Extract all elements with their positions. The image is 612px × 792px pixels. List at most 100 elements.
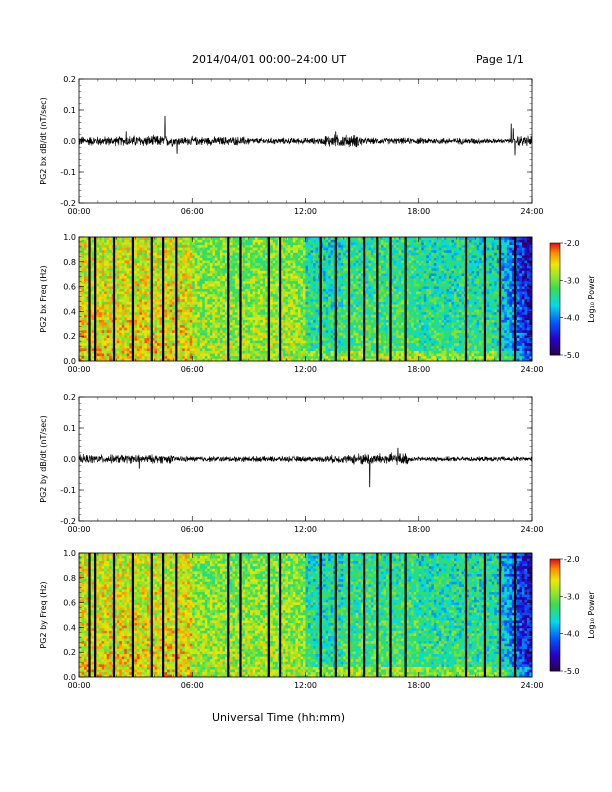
spectrogram-cell (146, 353, 150, 357)
spectrogram-cell (177, 306, 180, 310)
spectrogram-cell (217, 345, 221, 349)
spectrogram-cell (99, 301, 102, 305)
spectrogram-cell (265, 353, 269, 357)
spectrogram-cell (230, 317, 233, 320)
spectrogram-cell (247, 265, 251, 269)
spectrogram-cell (328, 350, 331, 354)
spectrogram-cell (144, 283, 148, 287)
spectrogram-cell (134, 309, 138, 313)
spectrogram-cell (252, 296, 256, 300)
spectrogram-cell (192, 306, 196, 310)
spectrogram-cell (242, 270, 246, 274)
spectrogram-cell (81, 265, 85, 269)
spectrogram-cell (79, 244, 82, 248)
spectrogram-cell (167, 355, 170, 359)
spectrogram-cell (272, 337, 276, 341)
spectrogram-cell (96, 322, 100, 326)
spectrogram-cell (84, 273, 87, 277)
spectrogram-cell (169, 306, 173, 310)
spectrogram-cell (247, 252, 251, 256)
spectrogram-cell (114, 304, 118, 308)
spectrogram-cell (237, 309, 241, 313)
spectrogram-cell (104, 342, 107, 346)
spectrogram-cell (104, 291, 107, 295)
spectrogram-cell (146, 309, 150, 313)
spectrogram-cell (300, 268, 304, 271)
spectrogram-cell (222, 293, 226, 297)
spectrogram-cell (297, 332, 301, 336)
spectrogram-cell (146, 265, 150, 269)
spectrogram-cell (194, 324, 198, 328)
spectrogram-cell (262, 239, 266, 243)
spectrogram-cell (245, 286, 248, 289)
spectrogram-cell (247, 268, 251, 271)
spectrogram-cell (96, 348, 100, 351)
spectrogram-cell (159, 322, 163, 326)
spectrogram-cell (182, 311, 185, 315)
spectrogram-cell (308, 327, 311, 331)
spectrogram-cell (199, 278, 203, 282)
spectrogram-cell (292, 242, 296, 246)
spectrogram-cell (302, 280, 306, 284)
spectrogram-cell (209, 242, 213, 246)
spectrogram-cell (250, 255, 253, 258)
spectrogram-cell (245, 288, 248, 292)
spectrogram-cell (204, 249, 208, 253)
spectrogram-cell (169, 288, 173, 292)
spectrogram-cell (144, 273, 148, 277)
spectrogram-cell (177, 283, 180, 287)
spectrogram-cell (313, 311, 316, 315)
spectrogram-cell (260, 244, 264, 248)
spectrogram-cell (81, 237, 85, 240)
spectrogram-cell (260, 306, 264, 310)
spectrogram-cell (235, 280, 238, 284)
spectrogram-cell (84, 278, 87, 282)
spectrogram-cell (91, 275, 95, 279)
spectrogram-cell (302, 306, 306, 310)
spectrogram-cell (207, 317, 211, 320)
spectrogram-cell (300, 348, 304, 351)
spectrogram-cell (164, 301, 168, 305)
spectrogram-cell (297, 309, 301, 313)
spectrogram-cell (197, 348, 201, 351)
spectrogram-cell (265, 342, 269, 346)
spectrogram-cell (116, 273, 120, 277)
spectrogram-cell (169, 324, 173, 328)
spectrogram-cell (184, 311, 188, 315)
spectrogram-cell (109, 286, 113, 289)
spectrogram-cell (292, 260, 296, 264)
spectrogram-cell (217, 301, 221, 305)
spectrogram-cell (151, 293, 155, 297)
spectrogram-cell (182, 296, 185, 300)
spectrogram-cell (308, 252, 311, 256)
spectrogram-cell (235, 337, 238, 341)
spectrogram-cell (202, 332, 206, 336)
spectrogram-cell (300, 283, 304, 287)
spectrogram-cell (96, 291, 100, 295)
spectrogram-cell (255, 322, 258, 326)
spectrogram-cell (232, 332, 236, 336)
spectrogram-cell (265, 348, 269, 351)
spectrogram-cell (262, 309, 266, 313)
spectrogram-cell (285, 306, 289, 310)
spectrogram-cell (308, 309, 311, 313)
spectrogram-cell (222, 330, 226, 333)
spectrogram-cell (260, 355, 264, 359)
spectrogram-cell (320, 275, 324, 279)
spectrogram-cell (121, 311, 125, 315)
spectrogram-cell (124, 296, 128, 300)
spectrogram-cell (86, 252, 90, 256)
spectrogram-cell (292, 273, 296, 277)
spectrogram-cell (126, 273, 130, 277)
spectrogram-cell (330, 311, 334, 315)
spectrogram-cell (154, 355, 158, 359)
spectrogram-cell (302, 262, 306, 266)
spectrogram-cell (139, 322, 143, 326)
spectrogram-cell (146, 244, 150, 248)
spectrogram-cell (177, 332, 180, 336)
spectrogram-cell (280, 247, 284, 251)
spectrogram-cell (159, 296, 163, 300)
spectrogram-cell (124, 324, 128, 328)
spectrogram-cell (323, 273, 326, 277)
spectrogram-cell (320, 299, 324, 302)
